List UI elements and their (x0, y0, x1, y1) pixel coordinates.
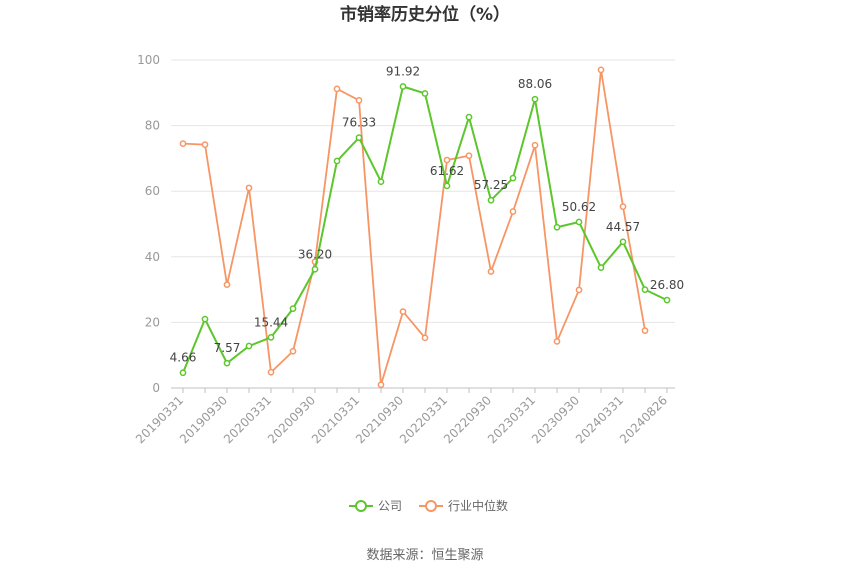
data-label: 26.80 (650, 278, 684, 292)
company-point (179, 369, 187, 377)
y-tick-label: 80 (145, 119, 160, 133)
company-point (553, 223, 561, 231)
y-tick-label: 20 (145, 315, 160, 329)
data-label: 57.25 (474, 178, 508, 192)
company-point (443, 182, 451, 190)
data-label: 61.62 (430, 164, 464, 178)
industry-point (487, 268, 495, 275)
company-point (641, 286, 649, 293)
industry-point (179, 140, 187, 147)
data-label: 7.57 (214, 341, 241, 355)
data-label: 76.33 (342, 116, 376, 130)
company-point (509, 174, 517, 182)
y-tick-label: 40 (145, 250, 160, 264)
legend-item[interactable]: 行业中位数 (419, 498, 508, 513)
company-point (531, 95, 539, 103)
company-point (355, 134, 363, 141)
industry-point (465, 152, 473, 160)
series-layer (179, 66, 671, 389)
data-label: 44.57 (606, 220, 640, 234)
industry-point (509, 208, 517, 215)
company-point (377, 178, 385, 186)
grid (171, 59, 675, 323)
industry-point (223, 281, 231, 289)
company-point (333, 157, 341, 165)
industry-point (553, 338, 561, 345)
industry-point (421, 334, 429, 342)
industry-point (531, 141, 539, 149)
industry-point (333, 85, 341, 93)
legend-swatch-marker (355, 500, 367, 512)
data-label: 91.92 (386, 65, 420, 79)
x-tick-label: 20240826 (617, 393, 670, 446)
legend-label: 行业中位数 (448, 498, 508, 513)
company-point (311, 265, 319, 273)
data-label: 50.62 (562, 200, 596, 214)
legend-swatch-marker (425, 500, 437, 512)
industry-point (289, 347, 297, 355)
company-point (399, 83, 407, 90)
company-point (223, 359, 231, 367)
company-point (663, 296, 671, 304)
company-point (597, 264, 605, 271)
industry-point (201, 141, 209, 148)
y-tick-label: 0 (152, 381, 160, 395)
source-note: 数据来源：恒生聚源 (366, 548, 483, 563)
company-point (619, 238, 627, 246)
industry-point (443, 156, 451, 164)
company-point (201, 315, 209, 323)
y-tick-label: 100 (137, 53, 160, 67)
chart-title: 市销率历史分位（%） (340, 4, 510, 25)
y-tick-label: 60 (145, 184, 160, 198)
legend-label: 公司 (378, 499, 402, 513)
legend-item[interactable]: 公司 (349, 499, 402, 513)
industry-point (575, 286, 583, 294)
data-label: 36.20 (298, 247, 332, 261)
company-point (487, 196, 495, 204)
legend[interactable]: 公司 行业中位数 (349, 498, 508, 513)
data-label: 4.66 (170, 351, 197, 365)
y-axis: 0 20 40 60 80 100 (137, 53, 160, 395)
industry-point (245, 184, 253, 192)
industry-point (267, 368, 275, 376)
industry-point (619, 203, 627, 210)
industry-point (377, 381, 385, 389)
company-point (575, 218, 583, 226)
industry-point (597, 66, 605, 74)
data-label: 88.06 (518, 77, 552, 91)
company-point (421, 90, 429, 97)
data-labels: 4.66 7.57 15.44 36.20 76.33 91.92 61.62 57.25 88… (170, 65, 685, 365)
company-point (289, 305, 297, 312)
data-label: 15.44 (254, 315, 288, 329)
industry-line (182, 68, 646, 386)
company-point (245, 342, 253, 350)
company-point (267, 334, 275, 341)
industry-point (355, 96, 363, 104)
x-axis: 2019033120190930202003312020093020210331… (133, 387, 675, 446)
industry-point (641, 327, 649, 334)
industry-point (399, 308, 407, 315)
company-point (465, 113, 473, 121)
